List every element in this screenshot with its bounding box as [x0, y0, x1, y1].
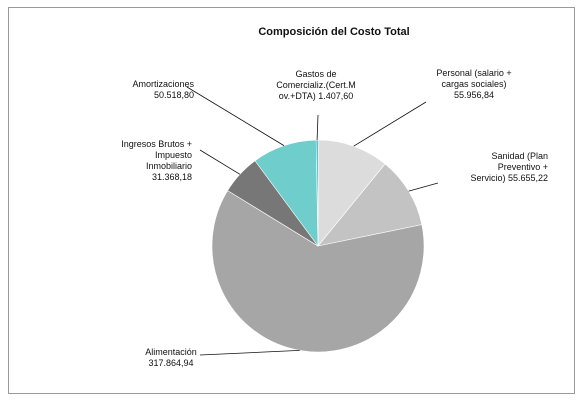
slice-label-line: 317.864,94: [148, 358, 193, 368]
slice-label-line: 55.956,84: [454, 90, 494, 100]
leader-line: [408, 182, 439, 192]
slice-label-line: cargas sociales): [441, 79, 506, 89]
slice-label-line: Comercializ.(Cert.M: [276, 80, 356, 90]
pie-slice: [317, 163, 423, 247]
slice-label-line: Preventivo +: [498, 162, 548, 172]
slice-label-line: Sanidad (Plan: [491, 151, 548, 161]
slice-label: Gastos de Comercializ.(Cert.M ov.+DTA) 1.4…: [276, 69, 356, 101]
slice-label-line: Ingresos Brutos +: [121, 139, 192, 149]
slice-label-line: Inmobiliario: [146, 161, 192, 171]
leader-line: [186, 86, 285, 146]
slice-label-line: Servicio) 55.655,22: [470, 173, 548, 183]
leader-line: [353, 101, 427, 147]
slice-label-line: Alimentación: [145, 347, 197, 357]
slice-label: Ingresos Brutos + Impuesto Inmobiliario 31.…: [121, 139, 192, 182]
leader-line: [199, 149, 241, 175]
slice-label-line: 50.518,80: [154, 90, 194, 100]
slice-label: Amortizaciones 50.518,80: [132, 79, 194, 100]
slice-label: Sanidad (Plan Preventivo + Servicio) 55.65…: [470, 151, 548, 183]
pie-slice: [211, 190, 425, 353]
pie-slice: [317, 139, 386, 247]
slice-label: Personal (salario + cargas sociales) 55.95…: [436, 68, 511, 100]
slice-label-line: Personal (salario +: [436, 68, 511, 78]
chart-title: Composición del Costo Total: [258, 26, 409, 38]
slice-label-line: Gastos de: [295, 69, 336, 79]
slice-label-line: ov.+DTA) 1.407,60: [279, 91, 353, 101]
leader-line: [316, 114, 319, 141]
slice-label: Alimentación 317.864,94: [145, 347, 197, 368]
slice-label-line: Impuesto: [155, 150, 192, 160]
leader-line: [199, 350, 300, 356]
slice-label-line: 31.368,18: [152, 172, 192, 182]
pie-slice: [315, 139, 319, 247]
slice-label-line: Amortizaciones: [132, 79, 194, 89]
